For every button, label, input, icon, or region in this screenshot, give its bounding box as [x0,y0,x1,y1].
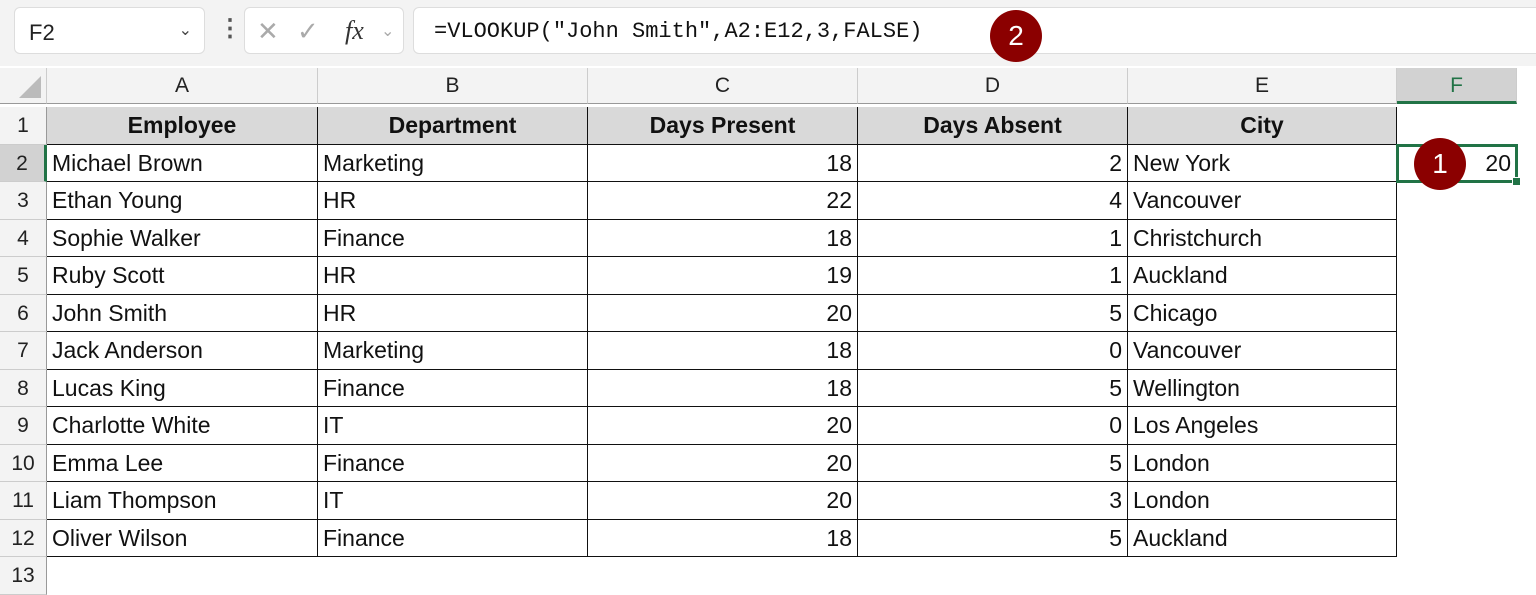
table-cell[interactable]: Auckland [1128,257,1397,295]
table-cell[interactable]: 0 [858,332,1128,370]
column-header-A[interactable]: A [47,68,318,104]
table-cell[interactable]: 2 [858,144,1128,182]
column-header-D[interactable]: D [858,68,1128,104]
table-cell[interactable]: Liam Thompson [47,482,318,520]
table-cell[interactable]: Lucas King [47,369,318,407]
column-header-E[interactable]: E [1128,68,1397,104]
row-header-7[interactable]: 7 [0,332,47,370]
table-cell[interactable]: London [1128,444,1397,482]
name-box-value: F2 [29,20,55,45]
table-cell[interactable]: Chicago [1128,294,1397,332]
select-all-button[interactable] [0,68,47,104]
table-cell[interactable]: Emma Lee [47,444,318,482]
column-header-C[interactable]: C [588,68,858,104]
table-cell[interactable]: Jack Anderson [47,332,318,370]
row-header-10[interactable]: 10 [0,444,47,482]
callout-badge-1: 1 [1414,138,1466,190]
table-cell[interactable]: John Smith [47,294,318,332]
cancel-icon[interactable]: ✕ [257,16,279,46]
table-cell[interactable]: HR [318,257,588,295]
table-cell[interactable]: Oliver Wilson [47,519,318,557]
table-cell[interactable]: 5 [858,519,1128,557]
table-cell[interactable]: Marketing [318,332,588,370]
row-header-3[interactable]: 3 [0,182,47,220]
table-cell[interactable]: 5 [858,369,1128,407]
row-header-13[interactable]: 13 [0,557,47,595]
row-header-8[interactable]: 8 [0,369,47,407]
table-cell[interactable]: Ethan Young [47,182,318,220]
table-cell[interactable]: 5 [858,444,1128,482]
column-header-F[interactable]: F [1397,68,1517,104]
table-cell[interactable]: 18 [588,332,858,370]
row-header-6[interactable]: 6 [0,294,47,332]
table-cell[interactable]: 5 [858,294,1128,332]
row-header-12[interactable]: 12 [0,519,47,557]
table-cell[interactable]: 0 [858,407,1128,445]
table-cell[interactable]: Christchurch [1128,219,1397,257]
header-cell[interactable]: Days Present [588,107,858,145]
table-cell[interactable]: 20 [588,407,858,445]
table-cell[interactable]: 18 [588,219,858,257]
table-cell[interactable]: Charlotte White [47,407,318,445]
row-header-1[interactable]: 1 [0,107,47,145]
table-cell[interactable]: 18 [588,519,858,557]
table-cell[interactable]: Sophie Walker [47,219,318,257]
table-cell[interactable]: HR [318,182,588,220]
table-cell[interactable]: Marketing [318,144,588,182]
table-cell[interactable]: 20 [588,444,858,482]
table-cell[interactable]: Wellington [1128,369,1397,407]
header-cell[interactable]: Employee [47,107,318,145]
table-cell[interactable]: London [1128,482,1397,520]
row-header-4[interactable]: 4 [0,219,47,257]
enter-icon[interactable]: ✓ [297,16,319,46]
table-cell[interactable]: Finance [318,444,588,482]
table-cell[interactable]: Finance [318,369,588,407]
header-cell[interactable]: Department [318,107,588,145]
table-cell[interactable]: Michael Brown [47,144,318,182]
chevron-down-icon[interactable]: ⌄ [381,23,395,40]
chevron-down-icon[interactable]: ⌄ [178,22,192,39]
table-cell[interactable]: New York [1128,144,1397,182]
formula-bar-area: F2 ⌄ ⋮ ✕ ✓ fx ⌄ =VLOOKUP("John Smith",A2:… [0,0,1536,66]
row-header-9[interactable]: 9 [0,407,47,445]
table-cell[interactable]: 20 [588,482,858,520]
table-cell[interactable]: IT [318,407,588,445]
table-cell[interactable]: 1 [858,257,1128,295]
callout-badge-2: 2 [990,10,1042,62]
table-cell[interactable]: 1 [858,219,1128,257]
table-cell[interactable]: 4 [858,182,1128,220]
more-options-icon[interactable]: ⋮ [218,15,242,42]
table-cell[interactable]: Ruby Scott [47,257,318,295]
row-header-5[interactable]: 5 [0,257,47,295]
row-header-11[interactable]: 11 [0,482,47,520]
table-cell[interactable]: Vancouver [1128,182,1397,220]
formula-buttons: ✕ ✓ fx ⌄ [244,7,404,54]
table-cell[interactable]: Los Angeles [1128,407,1397,445]
fill-handle[interactable] [1512,177,1521,186]
cell-F2[interactable]: 20 [1485,150,1511,176]
table-cell[interactable]: Vancouver [1128,332,1397,370]
table-cell[interactable]: Auckland [1128,519,1397,557]
table-cell[interactable]: 3 [858,482,1128,520]
table-cell[interactable]: 22 [588,182,858,220]
header-cell[interactable]: City [1128,107,1397,145]
column-header-B[interactable]: B [318,68,588,104]
table-cell[interactable]: 18 [588,369,858,407]
insert-function-icon[interactable]: fx [345,16,364,45]
table-cell[interactable]: Finance [318,219,588,257]
name-box[interactable]: F2 ⌄ [14,7,205,54]
table-cell[interactable]: 19 [588,257,858,295]
table-cell[interactable]: Finance [318,519,588,557]
table-cell[interactable]: IT [318,482,588,520]
table-cell[interactable]: 18 [588,144,858,182]
table-cell[interactable]: HR [318,294,588,332]
table-cell[interactable]: 20 [588,294,858,332]
formula-input[interactable]: =VLOOKUP("John Smith",A2:E12,3,FALSE) [413,7,1536,54]
row-header-2[interactable]: 2 [0,144,47,182]
header-cell[interactable]: Days Absent [858,107,1128,145]
